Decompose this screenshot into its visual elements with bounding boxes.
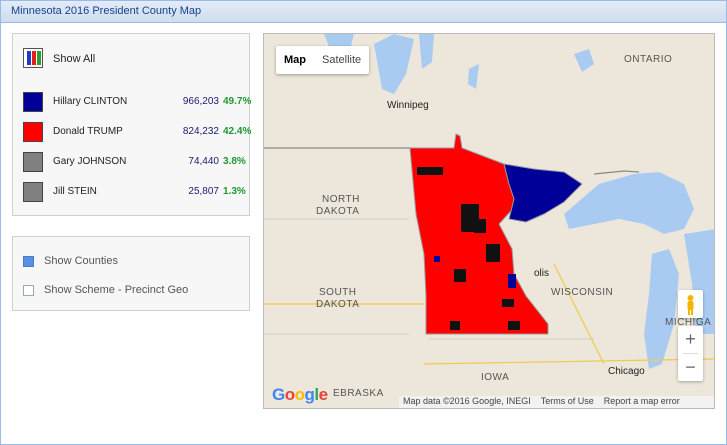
map-type-map-button[interactable]: Map (284, 54, 306, 66)
label-north-dakota-2: DAKOTA (316, 206, 360, 217)
label-winnipeg: Winnipeg (387, 100, 429, 111)
show-scheme-checkbox[interactable] (23, 285, 34, 296)
street-view-pegman-icon[interactable] (678, 290, 703, 318)
label-north-dakota-1: NORTH (322, 194, 360, 205)
candidate-row-stein[interactable]: Jill STEIN 25,807 1.3% (23, 182, 248, 202)
candidate-row-johnson[interactable]: Gary JOHNSON 74,440 3.8% (23, 152, 248, 172)
label-south-dakota-1: SOUTH (319, 287, 357, 298)
label-nebraska: EBRASKA (333, 388, 384, 399)
label-south-dakota-2: DAKOTA (316, 299, 360, 310)
map-attribution: Map data ©2016 Google, INEGI Terms of Use… (399, 396, 714, 408)
candidate-votes: 966,203 (182, 96, 219, 107)
candidate-name: Donald TRUMP (53, 126, 123, 137)
candidate-percent: 3.8% (223, 156, 246, 167)
show-counties-label: Show Counties (44, 255, 118, 267)
zoom-control: + − (678, 326, 703, 381)
map-type-satellite-button[interactable]: Satellite (322, 54, 362, 66)
display-options-panel: Show Counties Show Scheme - Precinct Geo (12, 236, 250, 311)
candidate-name: Gary JOHNSON (53, 156, 127, 167)
candidate-row-trump[interactable]: Donald TRUMP 824,232 42.4% (23, 122, 251, 142)
candidate-percent: 49.7% (223, 96, 252, 107)
show-all-icon (23, 48, 43, 68)
title-bar: Minnesota 2016 President County Map (1, 1, 726, 23)
candidate-votes: 74,440 (188, 156, 219, 167)
label-chicago: Chicago (608, 366, 645, 377)
zoom-out-button[interactable]: − (685, 357, 696, 377)
candidate-color-swatch (23, 92, 43, 112)
map-type-control: Map Satellite (276, 46, 370, 74)
label-michigan: MICHIGA (665, 317, 712, 328)
map-canvas (264, 34, 714, 408)
label-iowa: IOWA (481, 372, 510, 383)
candidate-row-clinton[interactable]: Hillary CLINTON 966,203 49.7% (23, 92, 251, 112)
candidate-name: Jill STEIN (53, 186, 97, 197)
label-minneapolis: olis (534, 268, 550, 279)
show-all-label: Show All (53, 53, 96, 65)
candidate-votes: 824,232 (182, 126, 219, 137)
terms-of-use-link[interactable]: Terms of Use (540, 396, 594, 406)
zoom-divider (683, 353, 698, 354)
svg-text:Google: Google (272, 385, 328, 404)
candidate-percent: 1.3% (223, 186, 246, 197)
candidate-legend-panel: Show All Hillary CLINTON 966,203 49.7% D… (12, 33, 251, 216)
zoom-in-button[interactable]: + (685, 329, 696, 349)
label-wisconsin: WISCONSIN (551, 287, 614, 298)
window-title: Minnesota 2016 President County Map (11, 5, 202, 17)
candidate-color-swatch (23, 182, 43, 202)
county-map[interactable]: Map Satellite ONTARIO Winnipeg NORTH DAKO… (263, 33, 715, 409)
label-ontario: ONTARIO (624, 54, 673, 65)
candidate-color-swatch (23, 122, 43, 142)
candidate-percent: 42.4% (223, 126, 252, 137)
candidate-votes: 25,807 (188, 186, 219, 197)
map-data-credit: Map data ©2016 Google, INEGI (403, 396, 531, 406)
candidate-name: Hillary CLINTON (53, 96, 128, 107)
show-counties-checkbox[interactable] (23, 256, 34, 267)
report-map-error-link[interactable]: Report a map error (603, 396, 680, 406)
candidate-color-swatch (23, 152, 43, 172)
show-scheme-label: Show Scheme - Precinct Geo (44, 284, 189, 296)
